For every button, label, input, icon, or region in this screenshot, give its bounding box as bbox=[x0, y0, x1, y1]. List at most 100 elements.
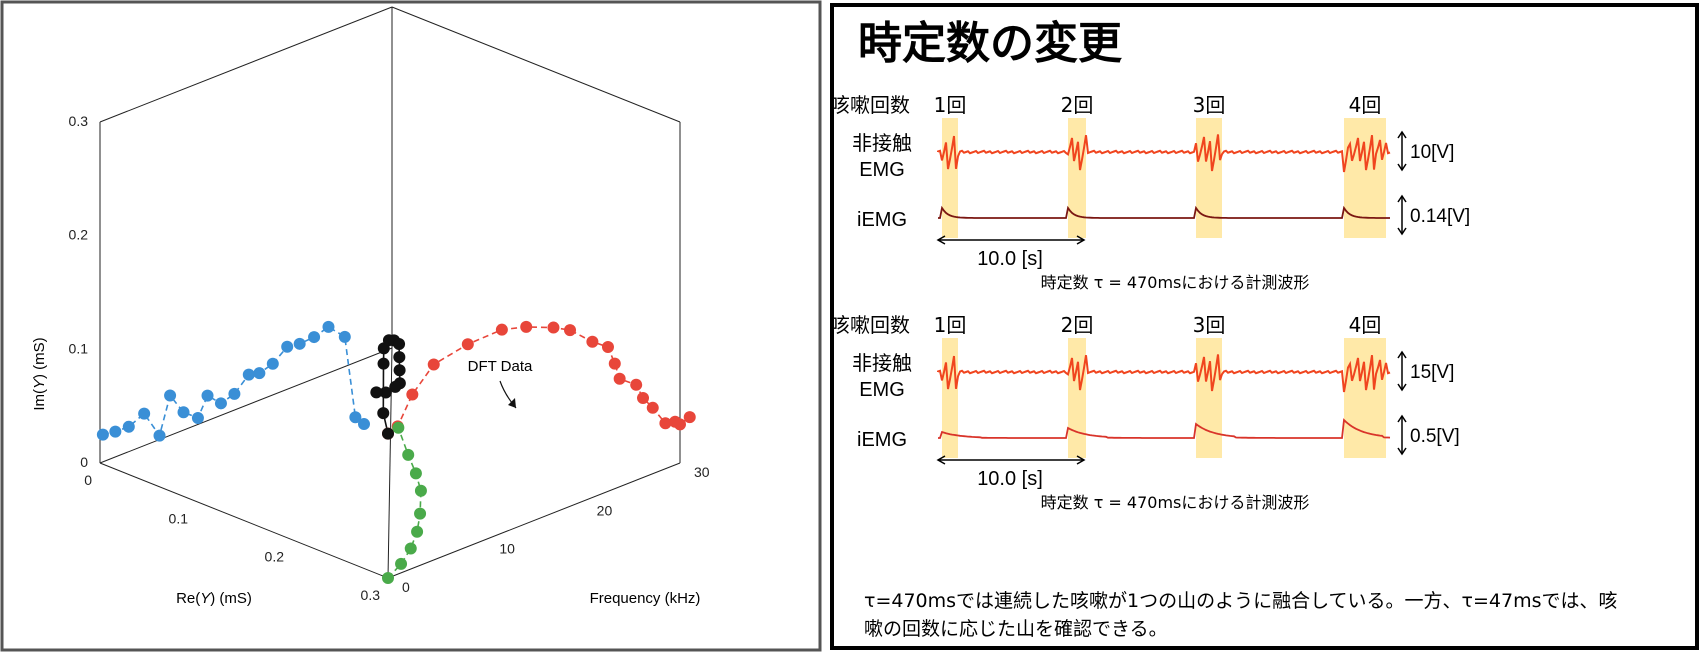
emg-trace bbox=[937, 134, 1391, 173]
data-point bbox=[389, 380, 402, 393]
waveform-caption: 時定数 τ = 470msにおける計測波形 bbox=[1041, 493, 1310, 512]
y-tick-label: 30 bbox=[694, 464, 710, 480]
waveform-caption: 時定数 τ = 470msにおける計測波形 bbox=[1041, 273, 1310, 292]
data-point bbox=[164, 389, 177, 402]
y-tick-label: 0 bbox=[402, 579, 410, 595]
scale-arrow bbox=[1397, 350, 1407, 392]
data-point bbox=[613, 372, 626, 385]
caption-line-2: 嗽の回数に応じた山を確認できる。 bbox=[864, 618, 1168, 640]
cough-count-label: 3回 bbox=[1193, 313, 1226, 337]
admittance-3d-svg: 0 0.1 0.2 0.3 0 0.1 0.2 0.3 0 10 20 30 Im(Y) (mS) R… bbox=[0, 0, 822, 652]
x-tick-label: 0.1 bbox=[169, 510, 189, 526]
axis-box bbox=[99, 6, 681, 579]
data-point bbox=[393, 351, 406, 364]
data-point bbox=[520, 320, 533, 333]
emg-trace bbox=[937, 354, 1391, 393]
emg-scale-label: 10[V] bbox=[1410, 142, 1454, 163]
data-point bbox=[293, 337, 306, 350]
z-tick-label: 0.2 bbox=[69, 227, 89, 243]
data-point bbox=[358, 418, 370, 431]
data-point bbox=[637, 392, 650, 404]
cough-count-label: 3回 bbox=[1193, 93, 1226, 117]
edge-top-right bbox=[391, 6, 681, 123]
iemg-scale-label: 0.5[V] bbox=[1410, 426, 1460, 447]
row1-label: 非接触 bbox=[852, 351, 912, 375]
data-point bbox=[349, 411, 362, 424]
z-tick-label: 0 bbox=[80, 454, 88, 470]
data-point bbox=[153, 429, 166, 442]
data-point bbox=[322, 320, 335, 333]
cough-count-label: 4回 bbox=[1349, 93, 1382, 117]
data-point bbox=[377, 407, 390, 420]
tick-labels: 0 0.1 0.2 0.3 0 0.1 0.2 0.3 0 10 20 30 bbox=[69, 113, 710, 603]
time-scale-arrow bbox=[936, 235, 1086, 245]
cough-count-label: 4回 bbox=[1349, 313, 1382, 337]
scale-arrow bbox=[1397, 194, 1407, 236]
data-point bbox=[281, 340, 294, 353]
cough-count-label: 2回 bbox=[1061, 313, 1094, 337]
data-point bbox=[646, 401, 659, 414]
z-tick-label: 0.1 bbox=[69, 340, 89, 356]
time-scale-label: 10.0 [s] bbox=[977, 468, 1043, 490]
data-point bbox=[402, 448, 415, 461]
data-point bbox=[308, 331, 321, 344]
data-point bbox=[404, 542, 417, 555]
data-point bbox=[414, 484, 427, 497]
cough-count-label: 2回 bbox=[1061, 93, 1094, 117]
data-point bbox=[674, 418, 686, 431]
slide-title: 時定数の変更 bbox=[858, 18, 1123, 69]
cough-band bbox=[1068, 338, 1086, 458]
z-axis-label: Im(Y) (mS) bbox=[31, 337, 48, 410]
y-axis-label: Frequency (kHz) bbox=[590, 590, 701, 607]
data-point bbox=[608, 357, 621, 370]
x-tick-label: 0.2 bbox=[265, 549, 285, 565]
data-point bbox=[96, 428, 109, 441]
data-point bbox=[659, 417, 672, 430]
data-point bbox=[201, 389, 214, 402]
data-point bbox=[228, 387, 241, 400]
data-point bbox=[382, 572, 394, 584]
cough-count-header: 咳嗽回数 bbox=[830, 313, 910, 337]
edge-floor-back bbox=[99, 462, 389, 579]
edge-floor-right bbox=[387, 462, 681, 579]
caption-line-1: τ=470msでは連続した咳嗽が1つの山のように融合している。一方、τ=47ms… bbox=[864, 590, 1618, 612]
data-point bbox=[109, 425, 122, 438]
data-point bbox=[547, 321, 560, 334]
data-point bbox=[495, 323, 508, 336]
data-point bbox=[266, 357, 279, 370]
edge-floor-front-left bbox=[99, 347, 393, 464]
admittance-3d-chart: 0 0.1 0.2 0.3 0 0.1 0.2 0.3 0 10 20 30 Im(Y) (mS) R… bbox=[0, 0, 822, 652]
time-scale-arrow bbox=[936, 455, 1086, 465]
data-point bbox=[393, 338, 406, 351]
data-point bbox=[370, 386, 383, 399]
data-point bbox=[427, 358, 440, 371]
data-point bbox=[395, 557, 408, 570]
y-tick-label: 20 bbox=[597, 502, 613, 518]
data-point bbox=[683, 411, 696, 424]
data-point bbox=[564, 324, 577, 337]
z-tick-label: 0.3 bbox=[69, 113, 89, 129]
panel-border bbox=[0, 0, 822, 652]
data-point bbox=[338, 330, 351, 343]
edge-top-left bbox=[99, 6, 393, 123]
iemg-trace bbox=[938, 418, 1391, 439]
data-point bbox=[379, 386, 392, 399]
data-point bbox=[393, 364, 406, 377]
data-point bbox=[214, 397, 227, 410]
data-point bbox=[191, 411, 204, 424]
fit-line bbox=[387, 326, 691, 435]
row2-label: iEMG bbox=[857, 429, 907, 451]
scale-arrow bbox=[1397, 414, 1407, 456]
data-point bbox=[177, 406, 190, 419]
dft-annotation: DFT Data bbox=[468, 358, 533, 375]
data-point bbox=[414, 507, 427, 520]
time-scale-label: 10.0 [s] bbox=[977, 248, 1043, 270]
data-point bbox=[242, 368, 255, 381]
iemg-trace bbox=[938, 205, 1390, 219]
data-point bbox=[253, 367, 266, 380]
emg-scale-label: 15[V] bbox=[1410, 362, 1454, 383]
data-point bbox=[377, 357, 390, 370]
data-point bbox=[411, 525, 424, 538]
scale-arrow bbox=[1397, 130, 1407, 172]
